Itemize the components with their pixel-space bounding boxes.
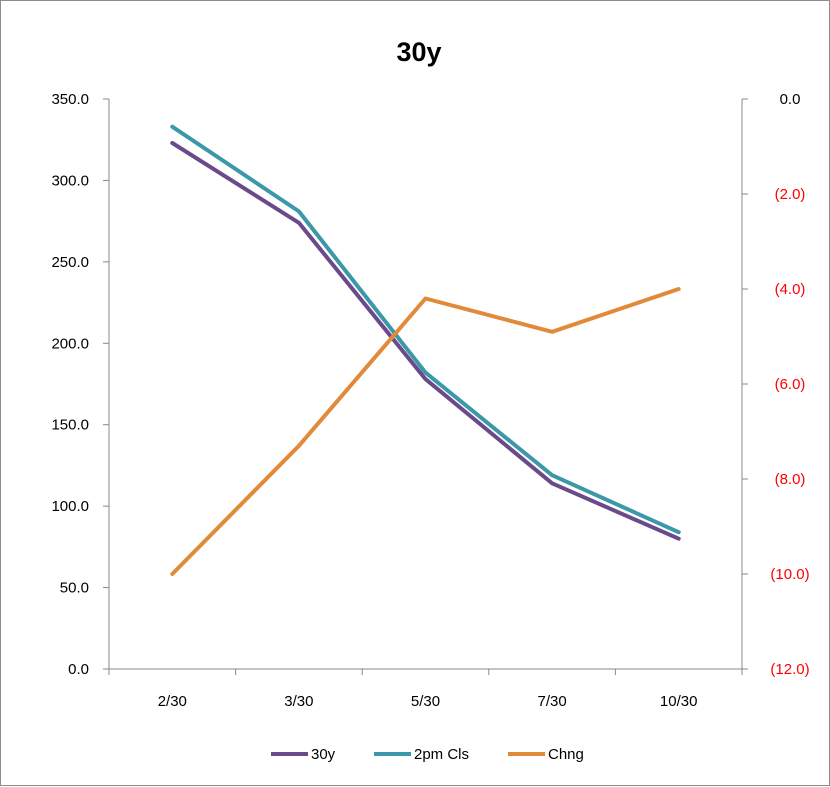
left-axis-tick-label: 50.0 — [60, 580, 89, 597]
x-axis-tick-label: 7/30 — [537, 693, 566, 710]
left-axis-tick-label: 300.0 — [51, 172, 89, 189]
left-axis-tick-label: 250.0 — [51, 254, 89, 271]
left-axis-tick-label: 200.0 — [51, 335, 89, 352]
legend-label-chng: Chng — [548, 746, 584, 763]
x-axis-tick-label: 3/30 — [284, 693, 313, 710]
left-axis-tick-label: 0.0 — [68, 661, 89, 678]
left-axis-tick-label: 150.0 — [51, 417, 89, 434]
right-axis-tick-label: (4.0) — [775, 281, 806, 298]
x-axis-tick-label: 2/30 — [158, 693, 187, 710]
series-line-chng — [172, 289, 678, 574]
right-axis-tick-label: (6.0) — [775, 376, 806, 393]
x-axis-tick-label: 5/30 — [411, 693, 440, 710]
left-axis-tick-label: 350.0 — [51, 91, 89, 108]
series-line-2pm-cls — [172, 127, 678, 533]
left-axis-tick-label: 100.0 — [51, 498, 89, 515]
series-line-30y — [172, 143, 678, 539]
right-axis-tick-label: (10.0) — [770, 566, 809, 583]
chart-title: 30y — [396, 37, 441, 67]
right-axis-tick-label: (12.0) — [770, 661, 809, 678]
right-axis-tick-label: (2.0) — [775, 186, 806, 203]
legend-label-2pm-cls: 2pm Cls — [414, 746, 469, 763]
legend-label-30y: 30y — [311, 746, 336, 763]
x-axis-tick-label: 10/30 — [660, 693, 698, 710]
right-axis-tick-label: 0.0 — [780, 91, 801, 108]
right-axis-tick-label: (8.0) — [775, 471, 806, 488]
